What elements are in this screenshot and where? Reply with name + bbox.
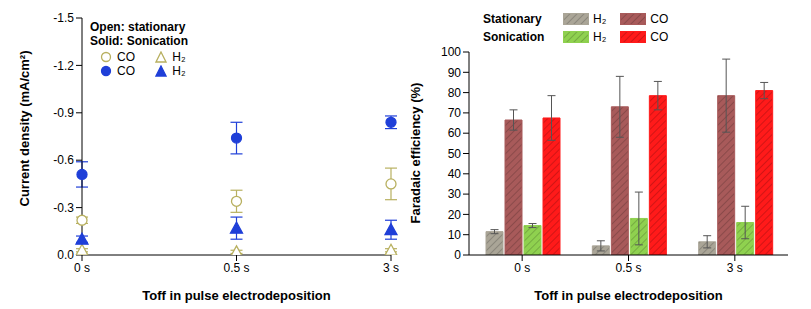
svg-text:-1.2: -1.2 — [53, 59, 74, 73]
svg-text:60: 60 — [448, 126, 462, 140]
html-text:Solid: Sonication: Solid: Sonication — [90, 34, 188, 48]
svg-text:-0.3: -0.3 — [53, 201, 74, 215]
html-text:H₂: H₂ — [593, 30, 607, 44]
html-text:Open: stationary: Open: stationary — [90, 20, 186, 34]
svg-text:70: 70 — [448, 106, 462, 120]
svg-text:100: 100 — [441, 45, 461, 59]
svg-text:40: 40 — [448, 167, 462, 181]
svg-text:0 s: 0 s — [514, 261, 530, 275]
svg-text:-0.9: -0.9 — [53, 106, 74, 120]
html-text:CO: CO — [650, 30, 669, 44]
svg-text:Current density (mA/cm²): Current density (mA/cm²) — [17, 50, 32, 206]
svg-text:0.5 s: 0.5 s — [223, 261, 249, 275]
svg-text:3 s: 3 s — [727, 261, 743, 275]
html-text:H₂: H₂ — [593, 12, 607, 26]
svg-text:Faradaic efficiency (%): Faradaic efficiency (%) — [408, 83, 423, 224]
svg-text:3 s: 3 s — [383, 261, 399, 275]
svg-text:30: 30 — [448, 187, 462, 201]
svg-text:0.5 s: 0.5 s — [615, 261, 641, 275]
svg-text:0: 0 — [454, 248, 461, 262]
svg-text:20: 20 — [448, 208, 462, 222]
svg-text:Toff in pulse electrodepositio: Toff in pulse electrodeposition — [534, 288, 722, 303]
html-text:CO: CO — [117, 50, 135, 64]
svg-text:Toff in pulse electrodepositio: Toff in pulse electrodeposition — [142, 288, 330, 303]
html-text:H₂: H₂ — [172, 50, 186, 64]
html-text:Sonication: Sonication — [483, 30, 545, 44]
html-text:Stationary: Stationary — [483, 12, 542, 26]
html-text:CO: CO — [650, 12, 669, 26]
svg-text:80: 80 — [448, 86, 462, 100]
html-text:H₂: H₂ — [172, 64, 186, 78]
html-text:CO: CO — [117, 64, 135, 78]
svg-text:-0.6: -0.6 — [53, 153, 74, 167]
svg-text:0.0: 0.0 — [57, 248, 74, 262]
svg-text:0 s: 0 s — [74, 261, 90, 275]
svg-text:-1.5: -1.5 — [53, 11, 74, 25]
svg-text:10: 10 — [448, 228, 462, 242]
svg-text:50: 50 — [448, 147, 462, 161]
svg-text:90: 90 — [448, 66, 462, 80]
